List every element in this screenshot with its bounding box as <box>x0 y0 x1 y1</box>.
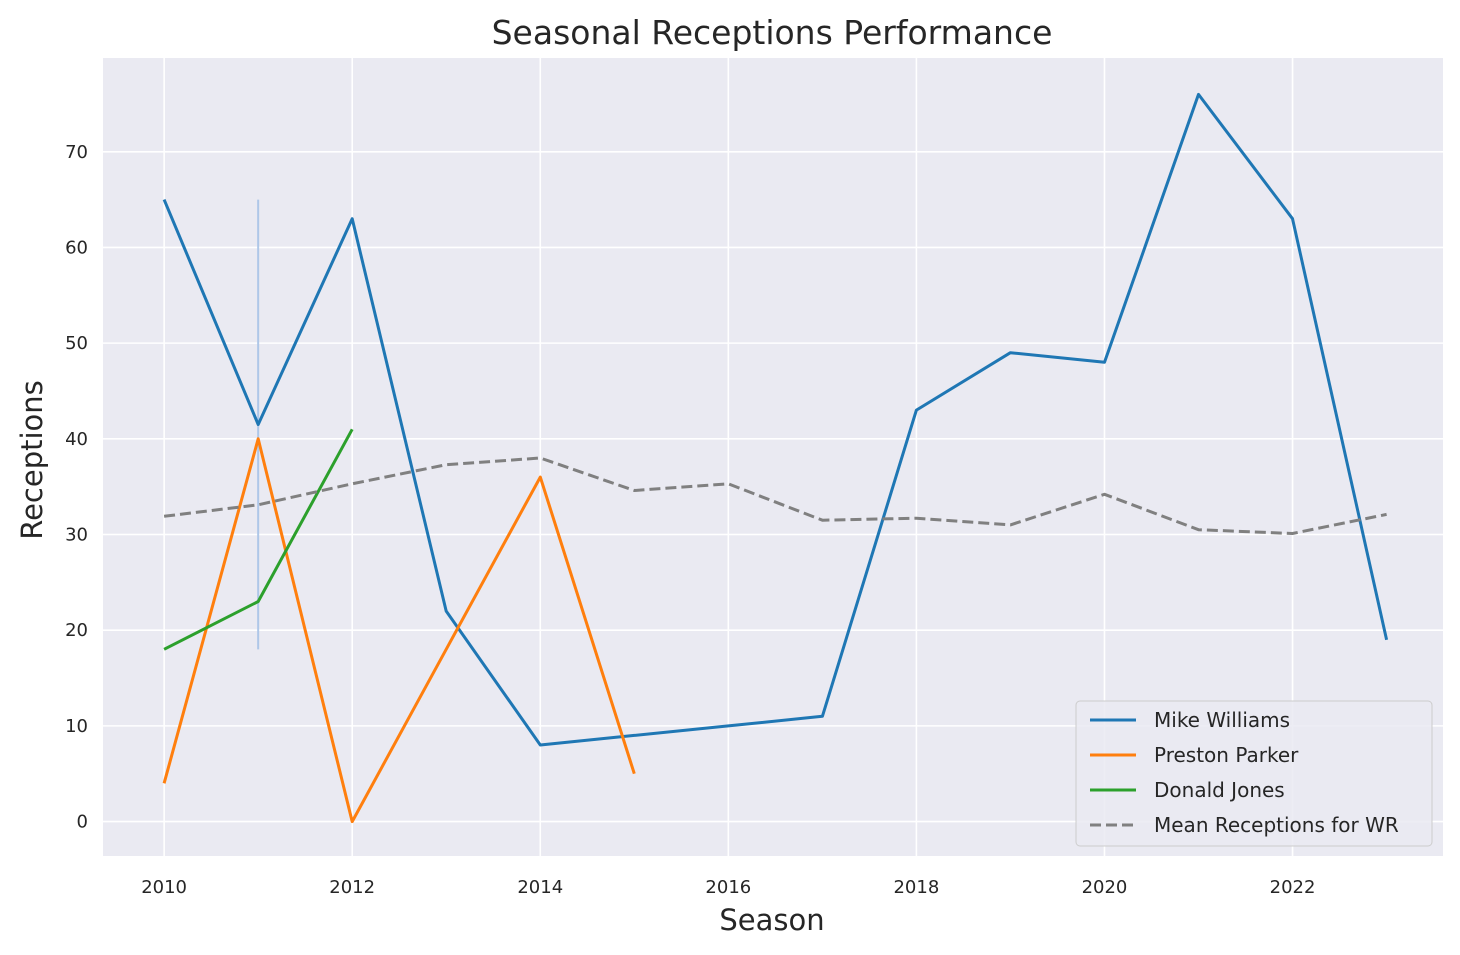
y-tick-label: 50 <box>65 333 88 354</box>
series-line-preston-parker <box>162 437 636 824</box>
x-tick-label: 2014 <box>517 877 563 898</box>
legend-label-donald-jones: Donald Jones <box>1154 778 1285 802</box>
y-tick-label: 40 <box>65 429 88 450</box>
y-tick-label: 10 <box>65 716 88 737</box>
y-tick-label: 20 <box>65 620 88 641</box>
y-tick-label: 60 <box>65 237 88 258</box>
legend: Mike Williams Preston Parker Donald Jones M… <box>1075 700 1433 847</box>
x-tick-label: 2018 <box>893 877 939 898</box>
x-tick-label: 2020 <box>1082 877 1128 898</box>
series-line-mike-williams <box>162 92 1389 747</box>
series-line-mean-receptions-for-wr <box>163 456 1387 535</box>
x-tick-labels: 2010 2012 2014 2016 2018 2020 2022 <box>141 877 1315 898</box>
y-tick-labels: 0 10 20 30 40 50 60 70 <box>65 142 88 833</box>
x-axis-label: Season <box>719 903 824 937</box>
series-line-donald-jones <box>163 428 354 651</box>
legend-box <box>1075 700 1433 847</box>
x-tick-label: 2022 <box>1270 877 1316 898</box>
x-tick-label: 2012 <box>329 877 375 898</box>
grid <box>103 58 1443 856</box>
legend-label-mike-williams: Mike Williams <box>1154 708 1290 732</box>
chart-title: Seasonal Receptions Performance <box>492 13 1053 52</box>
legend-label-mean-receptions-for-wr: Mean Receptions for WR <box>1154 813 1399 837</box>
y-tick-label: 0 <box>77 812 88 833</box>
series-lines <box>162 92 1389 824</box>
x-tick-label: 2016 <box>705 877 751 898</box>
y-axis-label: Receptions <box>15 380 49 540</box>
y-tick-label: 70 <box>65 142 88 163</box>
legend-label-preston-parker: Preston Parker <box>1154 743 1299 767</box>
y-tick-label: 30 <box>65 525 88 546</box>
x-tick-label: 2010 <box>141 877 187 898</box>
